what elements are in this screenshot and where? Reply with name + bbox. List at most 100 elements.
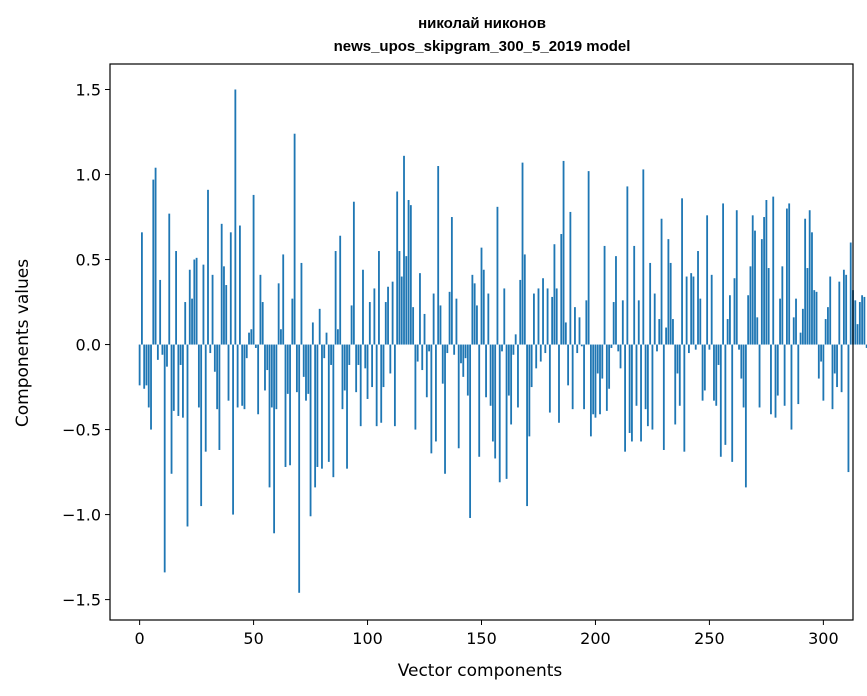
bar (863, 296, 866, 345)
bar (763, 217, 766, 345)
bar (314, 344, 317, 488)
y-tick-label: −0.5 (62, 421, 101, 440)
bar (724, 344, 727, 445)
bar (589, 344, 592, 437)
bar (496, 206, 499, 345)
bar (375, 344, 378, 427)
bar (544, 344, 547, 354)
bar (646, 344, 649, 427)
bar (291, 298, 294, 345)
bar (209, 344, 212, 354)
x-tick-label: 150 (466, 629, 497, 648)
bar (779, 298, 781, 345)
bar (615, 256, 617, 345)
bar (364, 344, 367, 369)
x-tick-label: 0 (135, 629, 145, 648)
bar (172, 344, 175, 411)
bar (801, 308, 804, 345)
bar (227, 344, 230, 401)
bar (161, 344, 164, 355)
bar (546, 288, 549, 345)
bar (792, 317, 795, 345)
bar (551, 296, 554, 345)
bar (266, 344, 269, 371)
bar (462, 344, 465, 377)
bar (553, 244, 556, 345)
bar (252, 194, 255, 345)
bar (318, 308, 321, 345)
bar (512, 344, 515, 355)
bar (302, 344, 305, 377)
bar (631, 344, 633, 442)
bar (432, 293, 435, 345)
bar (197, 344, 200, 408)
bar (601, 344, 604, 379)
bar (667, 239, 670, 345)
bar (389, 344, 392, 374)
bar (519, 279, 522, 345)
bar (633, 245, 636, 345)
bar (284, 344, 287, 467)
bar (703, 344, 706, 391)
bar (624, 344, 626, 452)
bar (687, 344, 690, 354)
bar (612, 302, 615, 345)
bar (323, 344, 326, 359)
bar (715, 344, 718, 406)
bar (608, 344, 611, 389)
bar (163, 344, 166, 573)
bar (270, 344, 273, 408)
bar (735, 210, 738, 345)
bar (446, 344, 449, 354)
bar (184, 302, 187, 345)
bar (683, 344, 686, 452)
bar (241, 344, 244, 406)
bar (460, 344, 462, 364)
bar (653, 293, 656, 345)
x-tick-label: 50 (243, 629, 263, 648)
bar (751, 215, 754, 345)
bar (847, 344, 850, 473)
bar (642, 169, 645, 345)
bar (261, 302, 264, 345)
bar (441, 344, 444, 384)
bar (243, 344, 246, 410)
bar (754, 230, 756, 345)
bar (316, 344, 319, 467)
bar (685, 276, 688, 345)
bar (574, 307, 576, 345)
bar (387, 286, 389, 345)
bar (548, 344, 551, 413)
bar (740, 344, 743, 379)
bar (498, 344, 501, 483)
bar (858, 302, 861, 345)
bar (403, 155, 405, 345)
bar (311, 322, 314, 345)
bar (785, 208, 788, 345)
bar (325, 332, 328, 345)
bar (713, 344, 715, 401)
bar (350, 305, 353, 345)
bar (220, 223, 223, 345)
bar (466, 344, 469, 396)
bar (211, 274, 214, 345)
bar (300, 262, 303, 345)
bar (772, 196, 775, 345)
bar (758, 344, 761, 408)
bar (478, 344, 481, 457)
bar (368, 302, 371, 345)
bar (756, 317, 759, 345)
bar (380, 344, 383, 423)
bar (343, 344, 346, 391)
bar (813, 290, 816, 345)
bar (505, 344, 508, 479)
bar (845, 274, 848, 345)
bar (567, 344, 570, 386)
bar (286, 344, 289, 394)
bar (815, 291, 818, 345)
bar (170, 344, 173, 474)
bar (521, 162, 524, 345)
y-tick-label: 0.5 (76, 251, 101, 270)
bar (359, 344, 362, 427)
bar (259, 274, 262, 345)
